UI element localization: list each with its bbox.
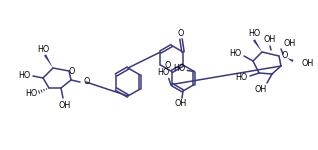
Text: HO: HO bbox=[235, 72, 247, 81]
Text: OH: OH bbox=[301, 58, 313, 68]
Text: HO: HO bbox=[229, 50, 241, 58]
Text: HO: HO bbox=[158, 68, 170, 77]
Text: OH: OH bbox=[255, 85, 267, 94]
Text: OH: OH bbox=[175, 99, 187, 108]
Text: HO: HO bbox=[25, 88, 37, 98]
Text: O: O bbox=[69, 66, 75, 75]
Text: O: O bbox=[83, 78, 89, 87]
Text: HO: HO bbox=[37, 45, 49, 54]
Text: OH: OH bbox=[59, 100, 71, 109]
Text: OH: OH bbox=[284, 39, 296, 48]
Text: OH: OH bbox=[264, 36, 276, 45]
Polygon shape bbox=[44, 54, 53, 68]
Polygon shape bbox=[253, 39, 262, 52]
Polygon shape bbox=[287, 58, 294, 62]
Text: O: O bbox=[282, 51, 288, 60]
Text: O: O bbox=[164, 61, 171, 70]
Text: HO: HO bbox=[18, 72, 30, 81]
Text: HO: HO bbox=[248, 30, 260, 39]
Text: O: O bbox=[178, 28, 184, 38]
Text: HO: HO bbox=[173, 64, 185, 73]
